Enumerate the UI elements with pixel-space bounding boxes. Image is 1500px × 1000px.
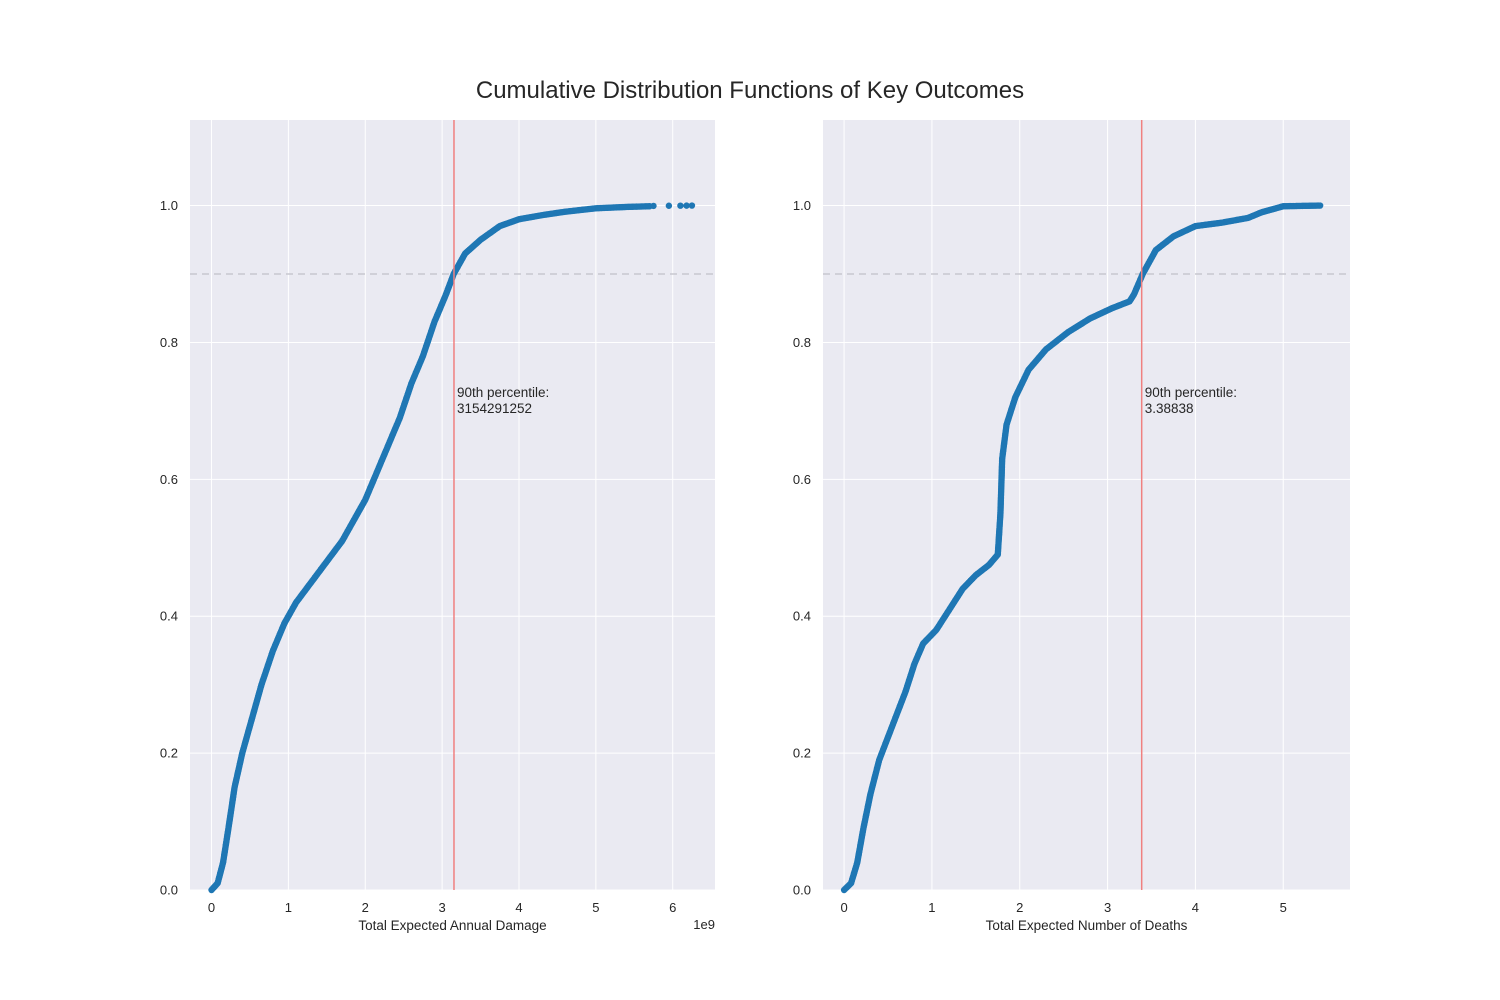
deaths-y-tick-label: 0.2 — [793, 746, 811, 761]
damage-annotation-label: 90th percentile: — [457, 385, 549, 400]
damage-y-ticks: 0.0 0.2 0.4 0.6 0.8 1.0 — [160, 198, 178, 897]
deaths-cdf-point — [1316, 202, 1324, 209]
damage-x-tick-label: 1 — [285, 900, 292, 915]
damage-cdf-outlier-point — [677, 202, 684, 209]
damage-y-tick-label: 0.8 — [160, 335, 178, 350]
deaths-y-tick-label: 0.6 — [793, 472, 811, 487]
deaths-x-ticks: 0 1 2 3 4 5 — [840, 900, 1286, 915]
damage-x-ticks: 0 1 2 3 4 5 6 — [208, 900, 676, 915]
damage-plot-background — [190, 120, 715, 890]
deaths-x-tick-label: 0 — [840, 900, 847, 915]
damage-y-tick-label: 0.4 — [160, 609, 178, 624]
damage-x-axis-label: Total Expected Annual Damage — [358, 918, 546, 933]
damage-y-tick-label: 0.0 — [160, 883, 178, 898]
deaths-x-tick-label: 3 — [1104, 900, 1111, 915]
deaths-x-tick-label: 5 — [1280, 900, 1287, 915]
deaths-y-tick-label: 0.8 — [793, 335, 811, 350]
deaths-plot-background — [823, 120, 1350, 890]
chart-title: Cumulative Distribution Functions of Key… — [476, 77, 1024, 104]
damage-x-tick-label: 4 — [515, 900, 522, 915]
deaths-annotation-value: 3.38838 — [1145, 401, 1194, 416]
damage-cdf-outlier-point — [683, 202, 690, 209]
damage-x-offset-label: 1e9 — [693, 917, 715, 932]
deaths-x-tick-label: 2 — [1016, 900, 1023, 915]
deaths-x-axis-label: Total Expected Number of Deaths — [986, 918, 1188, 933]
damage-x-tick-label: 5 — [592, 900, 599, 915]
damage-cdf-outlier-point — [650, 202, 657, 210]
damage-cdf-outlier-point — [688, 202, 696, 209]
damage-x-tick-label: 0 — [208, 900, 215, 915]
deaths-x-tick-label: 1 — [928, 900, 935, 915]
deaths-y-tick-label: 0.4 — [793, 609, 811, 624]
deaths-cdf-points — [840, 202, 1324, 894]
damage-y-tick-label: 0.2 — [160, 746, 178, 761]
damage-x-tick-label: 6 — [669, 900, 676, 915]
deaths-y-tick-label: 0.0 — [793, 883, 811, 898]
damage-x-tick-label: 3 — [439, 900, 446, 915]
deaths-y-ticks: 0.0 0.2 0.4 0.6 0.8 1.0 — [793, 198, 811, 897]
damage-y-tick-label: 0.6 — [160, 472, 178, 487]
deaths-grid — [823, 120, 1350, 891]
damage-annotation-value: 3154291252 — [457, 401, 532, 416]
deaths-annotation-label: 90th percentile: — [1145, 385, 1237, 400]
damage-cdf-outlier-point — [665, 202, 673, 209]
damage-y-tick-label: 1.0 — [160, 198, 178, 213]
damage-cdf-points — [208, 202, 696, 894]
deaths-y-tick-label: 1.0 — [793, 198, 811, 213]
deaths-x-tick-label: 4 — [1192, 900, 1199, 915]
damage-x-tick-label: 2 — [362, 900, 369, 915]
